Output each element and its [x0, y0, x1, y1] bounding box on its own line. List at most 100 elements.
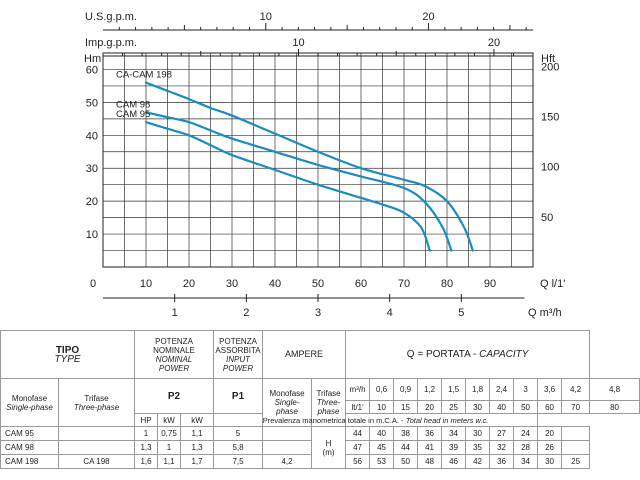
x1-tick-label: 80	[441, 278, 453, 290]
head-cell: 45	[369, 440, 395, 455]
head-cell	[561, 426, 591, 441]
m3h-cell: 3,6	[537, 378, 563, 401]
hp-header: HP	[134, 413, 158, 427]
h-unit: (m)	[322, 447, 335, 457]
head-cell: 27	[489, 426, 515, 441]
head-cell: 30	[465, 426, 491, 441]
m3h-cell: 1,2	[417, 378, 443, 401]
kw-value: 0,75	[157, 426, 181, 441]
lt-cell: 50	[513, 400, 539, 414]
head-cell: 53	[369, 454, 395, 469]
tipo-header: TIPO TYPE	[0, 330, 135, 379]
p1-kw-header: kW	[179, 413, 215, 427]
head-cell: 46	[441, 454, 467, 469]
kw-value: 1	[157, 440, 181, 455]
ampere-tri-value	[262, 440, 313, 455]
x1-tick-label: 20	[183, 278, 195, 290]
m3h-cell: 0,6	[369, 378, 395, 401]
m3h-row-label: m³/h	[345, 378, 371, 401]
x1-axis-label: Q l/1'	[540, 278, 565, 290]
x-origin-label: 0	[90, 278, 96, 290]
three-phase-label: Three-phase	[73, 402, 120, 412]
x2-tick-label: 5	[458, 307, 464, 319]
head-cell: 41	[417, 440, 443, 455]
head-note-it: Prevalenza manometrica totale in m.C.A. …	[262, 415, 406, 425]
potenza-nominale-header: POTENZA NOMINALE NOMINAL POWER	[133, 330, 215, 379]
head-cell: 44	[345, 426, 371, 441]
y-right-tick-label: 100	[541, 162, 559, 174]
lt-cell: 40	[489, 400, 515, 414]
m3h-cell: 3	[513, 378, 539, 401]
pump-curve-ca-cam-198	[144, 81, 474, 252]
head-note-en: Total head in meters w.c.	[405, 415, 489, 425]
potenza-assorbita-header: POTENZA ASSORBITA INPUT POWER	[213, 330, 264, 379]
head-cell: 24	[513, 426, 539, 441]
p1-header: P1	[213, 378, 264, 414]
head-cell: 39	[441, 440, 467, 455]
model-mono: CAM 98	[0, 440, 59, 455]
pump-curve-cam-95	[144, 121, 431, 252]
head-cell: 20	[537, 426, 563, 441]
lt-cell: 30	[465, 400, 491, 414]
lt-cell: 70	[561, 400, 591, 414]
head-cell: 48	[417, 454, 443, 469]
head-cell: 38	[393, 426, 419, 441]
ampere-tri-value: 4,2	[262, 454, 313, 469]
trifase-header: Trifase Three-phase	[58, 378, 135, 427]
ampere-mono-value: 7,5	[213, 454, 264, 469]
ampere-trifase-label: Trifase	[316, 389, 341, 398]
m3h-cell: 4,2	[561, 378, 591, 401]
head-cell: 47	[345, 440, 371, 455]
model-mono: CAM 95	[0, 426, 59, 441]
top-axis-label: U.S.g.p.m.	[85, 11, 137, 23]
lt-cell: 60	[537, 400, 563, 414]
m3h-cell: 1,8	[465, 378, 491, 401]
ampere-mono-value: 5	[213, 426, 264, 441]
ampere-header: AMPERE	[262, 330, 347, 379]
capacity-header: Q = PORTATA - CAPACITY	[345, 330, 591, 379]
x2-axis-label: Q m³/h	[528, 307, 562, 319]
head-note: Prevalenza manometrica totale in m.C.A. …	[213, 413, 539, 427]
head-cell: 25	[561, 454, 591, 469]
potenza-assorbita-line-4: POWER	[222, 363, 254, 373]
y-left-axis-label: Hm	[84, 53, 101, 65]
top-axis-tick-label: 10	[292, 37, 304, 49]
m3h-cell: 1,5	[441, 378, 467, 401]
h-label: H	[325, 438, 332, 448]
chart-curves	[144, 81, 474, 252]
y-right-tick-label: 50	[541, 212, 553, 224]
chart-grid	[102, 52, 534, 268]
p1-value: 1,3	[179, 440, 215, 455]
head-cell: 35	[465, 440, 491, 455]
curve-label: CAM 95	[116, 109, 150, 120]
head-cell: 36	[489, 454, 515, 469]
head-cell: 34	[513, 454, 539, 469]
head-cell: 42	[465, 454, 491, 469]
potenza-nominale-line-2: NOMINALE	[153, 345, 195, 355]
y-right-tick-label: 150	[541, 111, 559, 123]
type-label: TYPE	[54, 353, 81, 365]
table-row: CAM 95 1 0,75 1,1 5 H (m) 44 40 38 36 34…	[0, 426, 640, 469]
head-cell: 36	[417, 426, 443, 441]
m3h-cell: 0,9	[393, 378, 419, 401]
ampere-three-phase-label: Three-phase	[316, 398, 341, 416]
x1-tick-label: 60	[355, 278, 367, 290]
model-tri	[58, 426, 135, 441]
ampere-mono-value: 5,8	[213, 440, 264, 455]
lt-cell: 15	[393, 400, 419, 414]
hp-value: 1,6	[134, 454, 158, 469]
head-cell: 30	[537, 454, 563, 469]
x2-tick-label: 4	[387, 307, 393, 319]
ampere-single-phase-label: Single-phase	[274, 398, 300, 416]
lt-cell: 80	[589, 400, 640, 414]
lt-row-label: lt/1'	[345, 400, 371, 414]
y-right-tick-label: 200	[541, 61, 559, 73]
x1-tick-label: 70	[398, 278, 410, 290]
monofase-header: Monofase Single-phase	[0, 378, 59, 427]
m3h-cell: 2,4	[489, 378, 515, 401]
p2-header: P2	[133, 378, 215, 414]
x1-tick-label: 50	[312, 278, 324, 290]
head-cell	[561, 440, 591, 455]
head-cell: 28	[513, 440, 539, 455]
